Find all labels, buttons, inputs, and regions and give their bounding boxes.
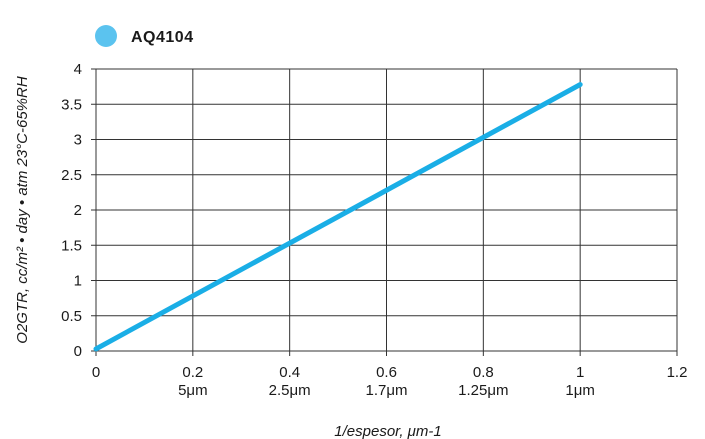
x-tick-label: 0.4	[279, 364, 300, 381]
y-tick-label: 0.5	[61, 308, 82, 325]
series-line-aq4104	[93, 82, 583, 352]
y-tick-label: 1	[74, 273, 82, 290]
x-tick-label: 0.8	[473, 364, 494, 381]
x-secondary-tick-label: 2.5μm	[269, 382, 311, 399]
legend: AQ4104	[95, 25, 194, 47]
x-tick-label: 0.6	[376, 364, 397, 381]
legend-swatch	[95, 25, 117, 47]
y-tick-label: 3.5	[61, 96, 82, 113]
y-tick-label: 3	[74, 132, 82, 149]
x-axis-title: 1/espesor, μm-1	[334, 423, 441, 439]
y-axis-title: O2GTR, cc/m² • day • atm 23°C-65%RH	[14, 76, 31, 344]
y-tick-label: 2	[74, 202, 82, 219]
legend-label: AQ4104	[131, 29, 194, 46]
series-layer	[93, 82, 583, 352]
y-tick-label: 4	[74, 61, 82, 78]
grid	[91, 68, 678, 356]
x-tick-label: 0.2	[182, 364, 203, 381]
x-secondary-tick-label: 1.25μm	[458, 382, 508, 399]
x-secondary-tick-label: 5μm	[178, 382, 207, 399]
y-axis-ticks: 0 0.5 1 1.5 2 2.5 3 3.5 4	[61, 61, 82, 360]
x-secondary-tick-label: 1.7μm	[366, 382, 408, 399]
x-secondary-tick-label: 1μm	[565, 382, 594, 399]
x-tick-label: 1	[576, 364, 584, 381]
y-tick-label: 1.5	[61, 237, 82, 254]
y-tick-label: 2.5	[61, 167, 82, 184]
x-tick-label: 1.2	[667, 364, 688, 381]
x-tick-label: 0	[92, 364, 100, 381]
y-tick-label: 0	[74, 343, 82, 360]
